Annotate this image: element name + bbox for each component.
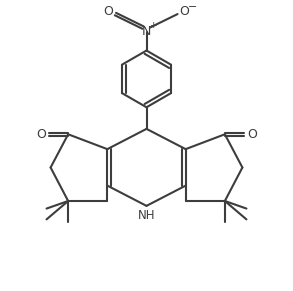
Text: NH: NH [138,209,155,222]
Text: O: O [179,6,189,18]
Text: −: − [188,1,197,12]
Text: N: N [142,25,151,38]
Text: +: + [149,21,156,30]
Text: O: O [247,128,257,141]
Text: O: O [36,128,46,141]
Text: O: O [103,6,113,18]
